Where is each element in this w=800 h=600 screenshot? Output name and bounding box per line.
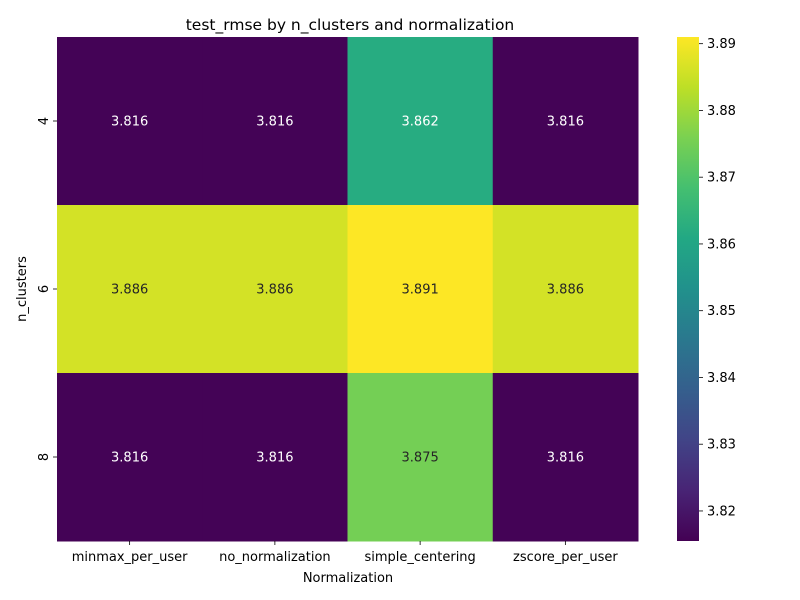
cell-value-label: 3.875	[402, 451, 439, 466]
x-axis: minmax_per_user no_normalization simple_ce…	[72, 541, 618, 565]
colorbar-gradient	[677, 37, 699, 541]
heatmap-cell	[347, 37, 494, 206]
heatmap-cell	[492, 373, 639, 542]
cell-value-label: 3.886	[111, 283, 148, 298]
y-tick-label: 8	[37, 453, 52, 461]
y-axis-label: n_clusters	[15, 256, 30, 322]
cell-value-label: 3.816	[111, 451, 148, 466]
cell-value-label: 3.891	[402, 283, 439, 298]
y-axis: 4 6 8	[37, 117, 57, 461]
heatmap-cell-labels: 3.816 3.816 3.862 3.816 3.886 3.886 3.891 3.886…	[111, 115, 584, 466]
y-tick-label: 4	[37, 117, 52, 125]
colorbar-tick-label: 3.87	[707, 171, 736, 186]
cell-value-label: 3.816	[256, 451, 293, 466]
cell-value-label: 3.886	[256, 283, 293, 298]
colorbar-tick-label: 3.89	[707, 37, 736, 52]
heatmap-cells	[57, 37, 639, 542]
x-tick-label: minmax_per_user	[72, 550, 188, 565]
y-tick-label: 6	[37, 285, 52, 293]
colorbar-tick-label: 3.85	[707, 304, 736, 319]
x-axis-label: Normalization	[303, 571, 393, 586]
chart-title: test_rmse by n_clusters and normalizatio…	[186, 16, 515, 35]
cell-value-label: 3.886	[547, 283, 584, 298]
cell-value-label: 3.862	[402, 115, 439, 130]
x-tick-label: zscore_per_user	[513, 550, 618, 565]
heatmap-cell	[57, 205, 203, 374]
heatmap-cell	[202, 205, 348, 374]
cell-value-label: 3.816	[547, 451, 584, 466]
cell-value-label: 3.816	[111, 115, 148, 130]
heatmap-cell	[202, 373, 348, 542]
colorbar-ticks: 3.82 3.83 3.84 3.85 3.86 3.87 3.88 3.89	[699, 37, 736, 519]
heatmap-cell	[347, 373, 494, 542]
heatmap-cell	[202, 37, 348, 206]
colorbar: 3.82 3.83 3.84 3.85 3.86 3.87 3.88 3.89	[677, 37, 736, 541]
heatmap-cell	[492, 205, 639, 374]
x-tick-label: no_normalization	[219, 550, 331, 565]
heatmap-cell	[492, 37, 639, 206]
cell-value-label: 3.816	[547, 115, 584, 130]
heatmap-cell	[347, 205, 494, 374]
cell-value-label: 3.816	[256, 115, 293, 130]
colorbar-tick-label: 3.86	[707, 237, 736, 252]
heatmap-cell	[57, 37, 203, 206]
x-tick-label: simple_centering	[364, 550, 475, 565]
colorbar-tick-label: 3.82	[707, 504, 736, 519]
colorbar-tick-label: 3.88	[707, 104, 736, 119]
colorbar-tick-label: 3.84	[707, 371, 736, 386]
heatmap-cell	[57, 373, 203, 542]
colorbar-tick-label: 3.83	[707, 438, 736, 453]
